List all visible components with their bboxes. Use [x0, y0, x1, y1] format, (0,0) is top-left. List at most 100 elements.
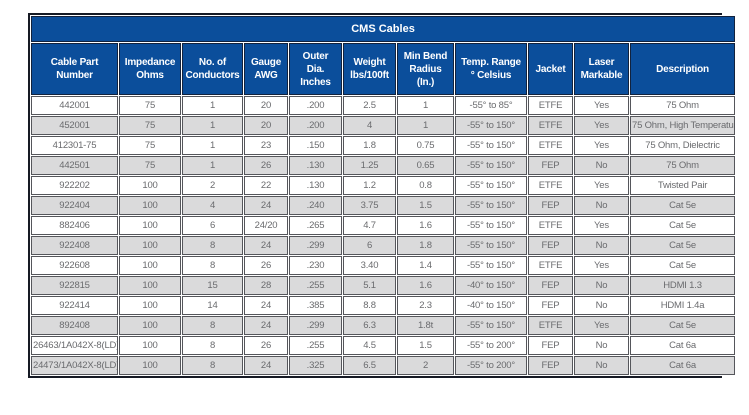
table-cell: 0.75 [397, 136, 454, 155]
table-cell: 14 [182, 296, 243, 315]
table-cell: 75 [119, 156, 181, 175]
table-cell: 100 [119, 356, 181, 375]
table-cell: 1.5 [397, 336, 454, 355]
table-cell: Cat 5e [630, 196, 736, 215]
table-cell: 442001 [31, 96, 118, 115]
column-header-1: Impedance Ohms [119, 43, 181, 95]
table-cell: No [574, 336, 629, 355]
table-cell: 1 [182, 116, 243, 135]
table-cell: 1.5 [397, 196, 454, 215]
table-cell: 442501 [31, 156, 118, 175]
table-row: 922608 100 8 26.230 3.40 1.4 -55° to 150° ETFE Y… [31, 256, 736, 275]
table-cell: 24 [244, 296, 288, 315]
table-cell: Cat 6a [630, 336, 736, 355]
table-cell: 1.8 [343, 136, 396, 155]
table-cell: .200 [289, 116, 342, 135]
table-cell: 24 [244, 236, 288, 255]
table-cell: 24 [244, 356, 288, 375]
table-cell: .200 [289, 96, 342, 115]
table-cell: 2 [397, 356, 454, 375]
table-cell: 6 [343, 236, 396, 255]
table-cell: 24 [244, 316, 288, 335]
table-cell: No [574, 196, 629, 215]
table-cell: -55° to 150° [455, 316, 527, 335]
table-cell: -40° to 150° [455, 296, 527, 315]
table-cell: 100 [119, 176, 181, 195]
table-cell: 24473/1A042X-8(LD) [31, 356, 118, 375]
table-cell: FEP [528, 236, 573, 255]
table-cell: 26 [244, 336, 288, 355]
table-body: 442001 75 1 20.200 2.5 1 -55° to 85° ETFE Yes 75 … [31, 96, 736, 375]
table-cell: 1 [182, 96, 243, 115]
table-cell: -55° to 150° [455, 136, 527, 155]
table-cell: 8 [182, 356, 243, 375]
table-cell: 100 [119, 236, 181, 255]
table-cell: 1.6 [397, 276, 454, 295]
table-row: 882406 100 6 24/20.265 4.7 1.6 -55° to 150° ETF… [31, 216, 736, 235]
table-cell: 3.75 [343, 196, 396, 215]
table-cell: 100 [119, 276, 181, 295]
table-cell: 1 [397, 96, 454, 115]
table-cell: 24 [244, 196, 288, 215]
table-cell: Cat 5e [630, 236, 736, 255]
table-cell: 75 [119, 136, 181, 155]
table-cell: HDMI 1.4a [630, 296, 736, 315]
table-cell: ETFE [528, 316, 573, 335]
table-cell: 100 [119, 216, 181, 235]
table-cell: 1.4 [397, 256, 454, 275]
table-cell: FEP [528, 356, 573, 375]
table-cell: 8 [182, 236, 243, 255]
table-cell: Yes [574, 96, 629, 115]
table-cell: Yes [574, 316, 629, 335]
cms-cables-table: CMS Cables Cable Part Number Impedance Oh… [30, 15, 737, 376]
table-cell: 100 [119, 296, 181, 315]
table-cell: .325 [289, 356, 342, 375]
table-cell: 4 [343, 116, 396, 135]
table-cell: Twisted Pair [630, 176, 736, 195]
table-cell: ETFE [528, 136, 573, 155]
column-header-0: Cable Part Number [31, 43, 118, 95]
table-cell: Cat 6a [630, 356, 736, 375]
table-cell: 1 [182, 136, 243, 155]
table-cell: -40° to 150° [455, 276, 527, 295]
table-cell: .385 [289, 296, 342, 315]
table-cell: 5.1 [343, 276, 396, 295]
table-cell: FEP [528, 296, 573, 315]
column-header-3: Gauge AWG [244, 43, 288, 95]
column-header-9: Laser Markable [574, 43, 629, 95]
table-cell: .299 [289, 316, 342, 335]
column-header-10: Description [630, 43, 736, 95]
table-cell: 28 [244, 276, 288, 295]
table-cell: 4.5 [343, 336, 396, 355]
table-cell: 4.7 [343, 216, 396, 235]
table-row: 922408 100 8 24.299 6 1.8 -55° to 150° FEP No Cat… [31, 236, 736, 255]
table-cell: 75 Ohm, Dielectric [630, 136, 736, 155]
table-cell: 922608 [31, 256, 118, 275]
table-cell: Yes [574, 136, 629, 155]
table-cell: No [574, 296, 629, 315]
column-header-7: Temp. Range ° Celsius [455, 43, 527, 95]
table-cell: 6.3 [343, 316, 396, 335]
table-cell: 23 [244, 136, 288, 155]
table-cell: 922815 [31, 276, 118, 295]
table-cell: 8 [182, 316, 243, 335]
table-cell: Yes [574, 256, 629, 275]
table-cell: No [574, 276, 629, 295]
table-cell: Cat 5e [630, 256, 736, 275]
cms-cables-table-container: CMS Cables Cable Part Number Impedance Oh… [28, 13, 737, 378]
table-cell: 452001 [31, 116, 118, 135]
table-cell: No [574, 156, 629, 175]
table-row: 922815 100 15 28.255 5.1 1.6 -40° to 150° FEP No… [31, 276, 736, 295]
table-cell: 100 [119, 196, 181, 215]
table-cell: -55° to 150° [455, 236, 527, 255]
table-row: 892408 100 8 24.299 6.3 1.8t -55° to 150° ETFE Y… [31, 316, 736, 335]
table-cell: 1.8 [397, 236, 454, 255]
table-row: 442501 75 1 26.130 1.25 0.65 -55° to 150° FEP No… [31, 156, 736, 175]
table-head: CMS Cables Cable Part Number Impedance Oh… [31, 16, 736, 95]
table-cell: 8 [182, 336, 243, 355]
table-cell: 100 [119, 256, 181, 275]
table-cell: No [574, 236, 629, 255]
table-cell: -55° to 150° [455, 176, 527, 195]
table-cell: -55° to 85° [455, 96, 527, 115]
